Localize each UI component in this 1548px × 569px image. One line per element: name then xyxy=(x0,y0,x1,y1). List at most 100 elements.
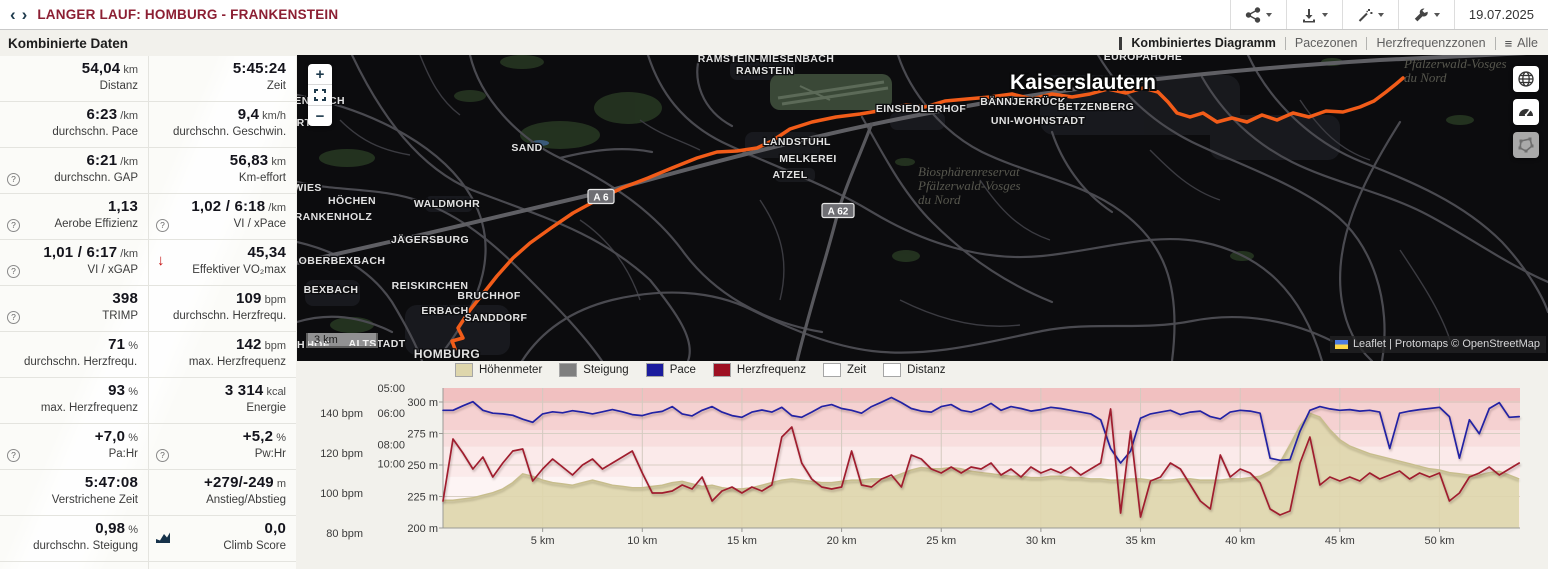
stat-label: durchschn. Herzfrequ... xyxy=(24,356,138,368)
map-label: MÜNCHWIES xyxy=(297,181,322,194)
previous-activity-button[interactable]: ‹ xyxy=(10,5,16,24)
legend-item-steigung[interactable]: Steigung xyxy=(559,363,629,377)
gauge-icon xyxy=(1519,109,1533,117)
map-label: BRUCHHOF xyxy=(457,290,520,302)
stat-cell: ? 1,13 Aerobe Effizienz xyxy=(0,194,148,240)
pace-axis-tick: 05:00 xyxy=(377,383,405,395)
menu-icon: ≡ xyxy=(1504,35,1513,51)
chevron-down-icon xyxy=(1377,12,1384,17)
pace-axis-tick: 08:00 xyxy=(377,440,405,452)
legend-item-herzfrequenz[interactable]: Herzfrequenz xyxy=(712,363,806,377)
map-label: WALDMOHR xyxy=(414,198,480,210)
elevation-axis-tick: 200 m xyxy=(407,523,438,535)
help-icon[interactable]: ? xyxy=(7,449,20,462)
help-icon[interactable]: ? xyxy=(7,311,20,324)
chevron-down-icon xyxy=(1433,12,1440,17)
tab-herzfrequenzzonen[interactable]: Herzfrequenzzonen xyxy=(1376,36,1486,50)
map-label: EN xyxy=(297,95,310,107)
stat-cell xyxy=(148,562,296,569)
map-label: LANDSTUHL xyxy=(763,136,831,148)
settings-tools-button[interactable] xyxy=(1397,0,1454,29)
stat-label: Energie xyxy=(246,402,286,414)
zoom-in-button[interactable]: + xyxy=(308,64,332,85)
hr-axis-tick: 100 bpm xyxy=(320,488,363,500)
download-icon xyxy=(1301,7,1317,23)
stat-value: +7,0 xyxy=(94,428,126,445)
stat-label: durchschn. Herzfrequ... xyxy=(173,310,286,322)
section-title: Kombinierte Daten xyxy=(8,35,129,51)
legend-label: Zeit xyxy=(846,364,867,376)
legend-item-distanz[interactable]: Distanz xyxy=(883,363,946,377)
stat-label: VI / xPace xyxy=(233,218,286,230)
map-airbase xyxy=(770,74,892,110)
page-title: LANGER LAUF: HOMBURG - FRANKENSTEIN xyxy=(37,7,339,22)
stat-value: 5:45:24 xyxy=(232,60,286,77)
map-watermark: Pfälzerwald-Vosges xyxy=(917,178,1021,193)
stat-label: durchschn. Geschwin... xyxy=(173,126,286,138)
map-layer-globe-button[interactable] xyxy=(1513,66,1539,92)
stat-cell: 142 bpm max. Herzfrequenz xyxy=(148,332,296,378)
attribution-text: Leaflet | Protomaps © OpenStreetMap xyxy=(1352,338,1540,350)
fullscreen-button[interactable] xyxy=(308,85,332,106)
map-polygon-select-button[interactable] xyxy=(1513,132,1539,158)
map-label: BÄNNJERRÜCK xyxy=(980,95,1066,108)
stat-value: 142 xyxy=(235,336,262,353)
route-map[interactable]: Biosphärenreservat Pfälzerwald-Vosges du N… xyxy=(297,55,1548,361)
help-icon[interactable]: ? xyxy=(156,449,169,462)
fullscreen-icon xyxy=(314,89,326,101)
help-icon[interactable]: ? xyxy=(156,219,169,232)
stat-label: TRIMP xyxy=(102,310,138,322)
magic-tools-button[interactable] xyxy=(1341,0,1398,29)
x-axis-tick: 10 km xyxy=(627,535,657,547)
stat-cell: 71% durchschn. Herzfrequ... xyxy=(0,332,148,378)
stat-cell: ? 1,02 / 6:18/km VI / xPace xyxy=(148,194,296,240)
map-label-city: Kaiserslautern xyxy=(1010,71,1156,94)
stat-value: 93 xyxy=(108,382,126,399)
hr-axis-tick: 120 bpm xyxy=(320,448,363,460)
map-label: H xyxy=(297,339,305,351)
stat-label: VI / xGAP xyxy=(87,264,139,276)
zoom-out-button[interactable]: − xyxy=(315,107,325,125)
pace-line xyxy=(442,396,1521,464)
help-icon[interactable]: ? xyxy=(7,173,20,186)
tab-kombiniertes-diagramm[interactable]: Kombiniertes Diagramm xyxy=(1131,36,1276,50)
stat-label: Pw:Hr xyxy=(254,448,286,460)
tab-separator xyxy=(1494,36,1496,50)
legend-item-h-henmeter[interactable]: Höhenmeter xyxy=(455,363,542,377)
map-dashboard-button[interactable] xyxy=(1513,99,1539,125)
legend-item-pace[interactable]: Pace xyxy=(645,363,696,377)
next-activity-button[interactable]: › xyxy=(21,5,28,24)
x-axis-tick: 20 km xyxy=(827,535,857,547)
stat-value: 5:47:08 xyxy=(84,474,138,491)
tab-alle[interactable]: Alle xyxy=(1517,36,1538,50)
map-label: ERBACH xyxy=(421,305,468,317)
stat-label: Km-effort xyxy=(238,172,286,184)
stat-unit: /km xyxy=(120,248,138,260)
globe-icon xyxy=(1518,71,1534,87)
trend-down-icon: ↓ xyxy=(157,252,165,269)
x-axis-tick: 45 km xyxy=(1325,535,1355,547)
x-axis-tick: 30 km xyxy=(1026,535,1056,547)
stat-cell: 93% max. Herzfrequenz xyxy=(0,378,148,424)
stat-unit: kcal xyxy=(266,386,286,398)
share-button[interactable] xyxy=(1229,0,1286,29)
x-axis-tick: 35 km xyxy=(1126,535,1156,547)
hr-axis-tick: 140 bpm xyxy=(320,408,363,420)
elevation-axis-tick: 275 m xyxy=(407,429,438,441)
download-button[interactable] xyxy=(1285,0,1342,29)
help-icon[interactable]: ? xyxy=(7,265,20,278)
map-label: BETZENBERG xyxy=(1058,101,1134,113)
map-label: BEXBACH xyxy=(304,284,359,296)
stat-value: 6:23 xyxy=(86,106,118,123)
stat-label: Zeit xyxy=(266,80,286,92)
tab-separator xyxy=(1366,36,1368,50)
help-icon[interactable]: ? xyxy=(7,219,20,232)
tab-pacezonen[interactable]: Pacezonen xyxy=(1294,36,1358,50)
combined-chart: Höhenmeter Steigung Pace Herzfrequenz Zeit Di… xyxy=(297,361,1548,569)
stat-cell: 6:23/km durchschn. Pace xyxy=(0,102,148,148)
activity-date[interactable]: 19.07.2025 xyxy=(1453,0,1548,29)
stat-label: durchschn. Steigung xyxy=(33,540,138,552)
legend-item-zeit[interactable]: Zeit xyxy=(822,363,867,377)
